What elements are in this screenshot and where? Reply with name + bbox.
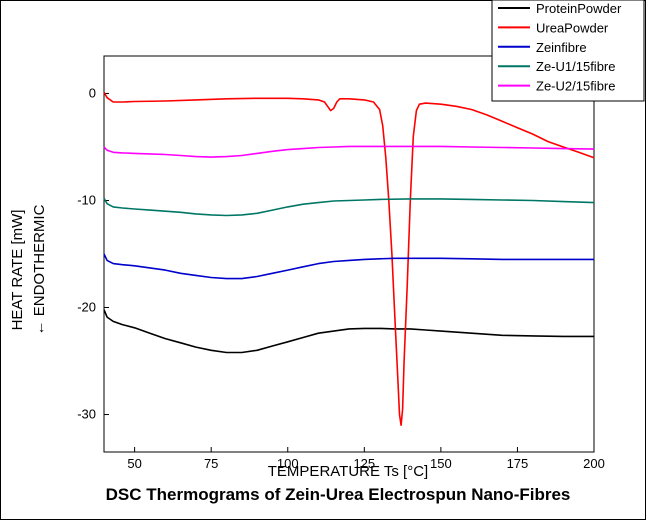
y-axis-ticks: 0 -10 -20 -30 bbox=[77, 85, 109, 422]
x-tick-label: 150 bbox=[430, 456, 452, 471]
y-tick-label: -30 bbox=[77, 407, 96, 422]
x-tick-label: 50 bbox=[127, 456, 141, 471]
x-axis-title: TEMPERATURE Ts [°C] bbox=[268, 463, 428, 480]
legend-label: Zeinfibre bbox=[536, 40, 587, 55]
plot-border bbox=[103, 55, 595, 453]
y-axis-title-line-1: HEAT RATE [mW] bbox=[9, 210, 26, 331]
legend-label: Ze-U1/15fibre bbox=[536, 59, 615, 74]
x-tick-label: 75 bbox=[204, 456, 218, 471]
x-axis-ticks: 50 75 100 125 150 175 200 bbox=[127, 447, 605, 471]
y-axis-title-line-2: ← ENDOTHERMIC bbox=[31, 204, 48, 335]
chart-title: DSC Thermograms of Zein-Urea Electrospun… bbox=[106, 485, 571, 504]
plot-area bbox=[103, 55, 595, 453]
y-tick-label: 0 bbox=[89, 85, 96, 100]
series-line-ureapowder bbox=[103, 91, 595, 426]
y-tick-label: -20 bbox=[77, 300, 96, 315]
x-tick-label: 200 bbox=[583, 456, 605, 471]
series-line-proteinpowder bbox=[103, 309, 594, 354]
x-tick-label: 100 bbox=[277, 456, 299, 471]
series-group bbox=[103, 91, 595, 426]
legend-label: ProteinPowder bbox=[536, 1, 622, 16]
x-tick-label: 125 bbox=[353, 456, 375, 471]
x-tick-label: 175 bbox=[507, 456, 529, 471]
series-line-ze-u1-15fibre bbox=[103, 197, 595, 217]
series-line-ze-u2-15fibre bbox=[103, 145, 595, 158]
y-tick-label: -10 bbox=[77, 192, 96, 207]
legend-label: Ze-U2/15fibre bbox=[536, 79, 615, 94]
legend: ProteinPowder UreaPowder Zeinfibre Ze-U1/15… bbox=[491, 0, 645, 102]
legend-label: UreaPowder bbox=[536, 20, 609, 35]
series-line-zeinfibre bbox=[103, 253, 594, 280]
legend-box bbox=[491, 0, 645, 102]
